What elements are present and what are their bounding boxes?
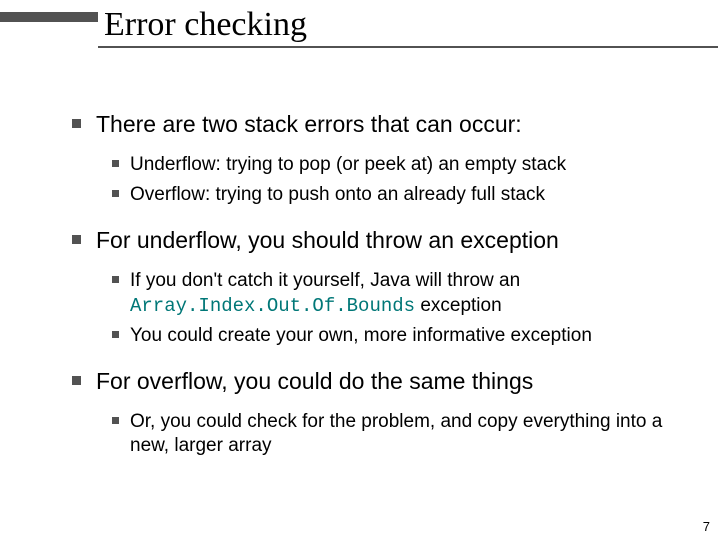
page-number: 7 [703, 519, 710, 534]
square-bullet-icon [112, 276, 119, 283]
bullet-text: Overflow: trying to push onto an already… [130, 184, 545, 205]
square-bullet-icon [72, 119, 81, 128]
bullet-lvl2: Underflow: trying to pop (or peek at) an… [110, 153, 680, 178]
title-accent-bar [0, 12, 98, 22]
bullet-lvl1: For overflow, you could do the same thin… [70, 367, 680, 396]
code-text: Array.Index.Out.Of.Bounds [130, 295, 415, 317]
square-bullet-icon [112, 160, 119, 167]
square-bullet-icon [72, 376, 81, 385]
bullet-text: For underflow, you should throw an excep… [96, 227, 559, 253]
square-bullet-icon [112, 417, 119, 424]
bullet-lvl1: For underflow, you should throw an excep… [70, 226, 680, 255]
slide-title: Error checking [104, 6, 307, 44]
bullet-lvl1: There are two stack errors that can occu… [70, 110, 680, 139]
bullet-text: For overflow, you could do the same thin… [96, 368, 533, 394]
bullet-text: Underflow: trying to pop (or peek at) an… [130, 154, 566, 175]
title-underline [98, 46, 718, 48]
slide-body: There are two stack errors that can occu… [70, 110, 680, 463]
square-bullet-icon [112, 190, 119, 197]
square-bullet-icon [72, 235, 81, 244]
bullet-lvl2: You could create your own, more informat… [110, 324, 680, 349]
slide: Error checking There are two stack error… [0, 0, 720, 540]
bullet-lvl2: If you don't catch it yourself, Java wil… [110, 269, 680, 318]
bullet-text: There are two stack errors that can occu… [96, 111, 522, 137]
bullet-text: You could create your own, more informat… [130, 325, 592, 346]
bullet-lvl2: Overflow: trying to push onto an already… [110, 183, 680, 208]
bullet-text-post: exception [415, 295, 502, 316]
square-bullet-icon [112, 331, 119, 338]
bullet-text: Or, you could check for the problem, and… [130, 411, 662, 457]
bullet-text-pre: If you don't catch it yourself, Java wil… [130, 270, 520, 291]
bullet-lvl2: Or, you could check for the problem, and… [110, 410, 680, 459]
